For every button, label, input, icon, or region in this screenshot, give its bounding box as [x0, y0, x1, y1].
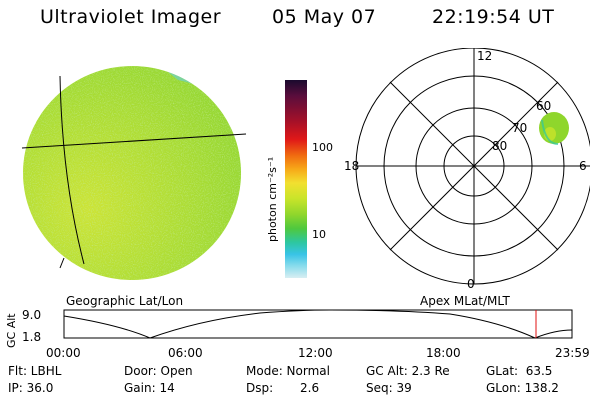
timeline-xtick-1200: 12:00 [298, 346, 333, 360]
image-time: 22:19:54 UT [432, 6, 555, 28]
image-title: Ultraviolet Imager [40, 6, 222, 28]
geographic-image-panel[interactable] [18, 60, 250, 290]
geo-latitude-line [21, 133, 247, 149]
altitude-curve [63, 309, 573, 339]
colorbar-tick-100: 100 [312, 141, 333, 154]
polar-mlat-mlt-panel[interactable]: 12 18 6 0 60 70 80 [340, 48, 590, 298]
colorbar-label: photon cm⁻²s⁻¹ [266, 157, 279, 242]
intensity-colorbar: photon cm⁻²s⁻¹ [266, 80, 307, 278]
timeline-ytick-max: 9.0 [22, 308, 41, 322]
mlat-label-70: 70 [512, 121, 527, 135]
mlt-label-6: 6 [579, 159, 587, 173]
filter-readout: Flt: LBHL [8, 364, 62, 378]
geo-panel-caption: Geographic Lat/Lon [66, 294, 184, 308]
timeline-xtick-2359: 23:59 [555, 346, 590, 360]
timeline-xtick-1800: 18:00 [426, 346, 461, 360]
gc-altitude-timeline[interactable]: 9.0 1.8 GC Alt 00:00 06:00 12:00 18:00 2… [0, 300, 600, 362]
glon-readout: GLon: 138.2 [486, 381, 559, 395]
glat-readout: GLat: 63.5 [486, 364, 553, 378]
timeline-frame [63, 309, 573, 339]
mlt-label-12: 12 [477, 49, 492, 63]
polar-panel-caption: Apex MLat/MLT [420, 294, 510, 308]
timeline-ytick-min: 1.8 [22, 330, 41, 344]
mode-readout: Mode: Normal [246, 364, 330, 378]
gc-alt-readout: GC Alt: 2.3 Re [366, 364, 450, 378]
dsp-label: Dsp: [246, 381, 274, 395]
mlt-label-18: 18 [344, 159, 359, 173]
colorbar-tick-10: 10 [312, 228, 326, 241]
door-readout: Door: Open [124, 364, 193, 378]
mlat-label-80: 80 [492, 139, 507, 153]
seq-readout: Seq: 39 [366, 381, 412, 395]
image-date: 05 May 07 [272, 6, 377, 28]
gain-readout: Gain: 14 [124, 381, 175, 395]
polar-diagonal-nw [389, 81, 559, 251]
dsp-value: 2.6 [300, 381, 320, 395]
mlat-label-60: 60 [536, 99, 551, 113]
ip-readout: IP: 36.0 [8, 381, 54, 395]
timeline-xtick-0600: 06:00 [168, 346, 203, 360]
timeline-xtick-0000: 00:00 [46, 346, 81, 360]
timeline-axis-label: GC Alt [5, 313, 18, 348]
mlt-label-0: 0 [467, 277, 475, 291]
geo-longitude-line [59, 75, 85, 265]
